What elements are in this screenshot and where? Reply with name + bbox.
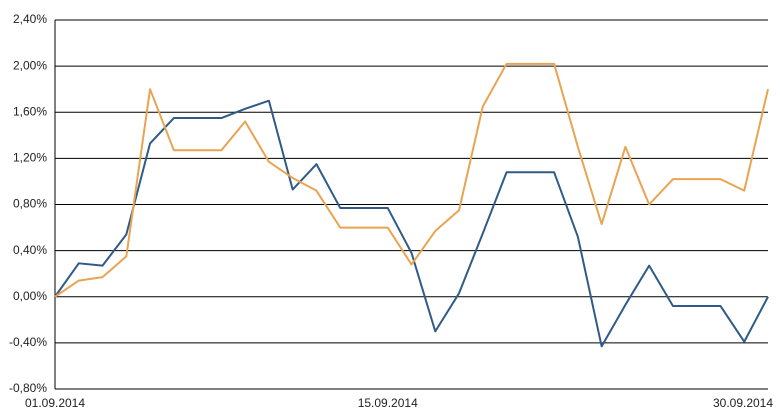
x-tick-label: 01.09.2014 bbox=[25, 396, 85, 410]
y-tick-label: -0,80% bbox=[9, 381, 47, 395]
y-tick-label: 1,20% bbox=[13, 151, 47, 165]
y-tick-label: 0,40% bbox=[13, 243, 47, 257]
series-line bbox=[54, 99, 769, 348]
series-line bbox=[54, 62, 769, 298]
x-tick-label: 15.09.2014 bbox=[358, 396, 418, 410]
y-tick-label: 0,00% bbox=[13, 289, 47, 303]
y-tick-label: 2,00% bbox=[13, 58, 47, 72]
y-tick-label: -0,40% bbox=[9, 335, 47, 349]
y-tick-label: 0,80% bbox=[13, 197, 47, 211]
y-tick-label: 2,40% bbox=[13, 12, 47, 26]
x-tick-label: 30.09.2014 bbox=[713, 396, 773, 410]
y-tick-label: 1,60% bbox=[13, 104, 47, 118]
